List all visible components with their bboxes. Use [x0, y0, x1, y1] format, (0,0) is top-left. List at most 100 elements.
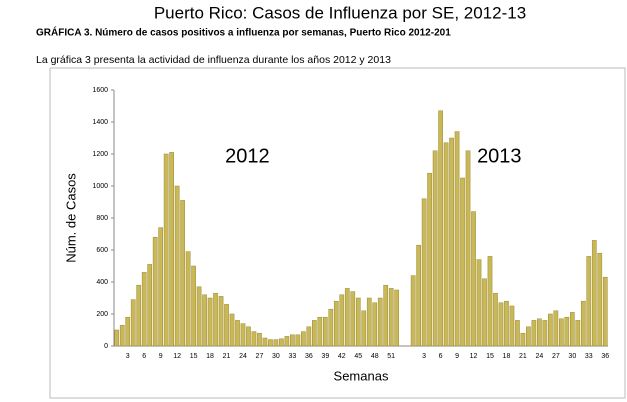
bar	[130, 299, 136, 347]
bar	[509, 305, 515, 347]
y-tick-label: 1200	[92, 151, 108, 158]
bar	[438, 110, 443, 347]
x-tick-label: 6	[439, 353, 443, 360]
bar	[158, 227, 163, 347]
bar	[586, 256, 592, 347]
x-tick-label: 3	[422, 353, 426, 360]
bar	[564, 316, 570, 347]
bar	[284, 336, 290, 347]
bar	[361, 310, 367, 347]
bar	[388, 288, 394, 347]
x-tick-label: 33	[288, 353, 296, 360]
y-tick-label: 1400	[92, 119, 108, 126]
bar	[591, 240, 597, 347]
bar	[191, 265, 196, 347]
bar	[290, 334, 295, 347]
figure-caption: GRÁFICA 3. Número de casos positivos a i…	[36, 26, 451, 39]
bar	[119, 324, 125, 347]
bar	[218, 296, 224, 347]
annotation: 2012	[225, 145, 270, 167]
x-tick-label: 36	[305, 353, 313, 360]
bar	[202, 294, 207, 347]
x-tick-label: 42	[338, 353, 346, 360]
bar	[449, 137, 454, 347]
bar	[602, 276, 608, 347]
y-tick-label: 1600	[92, 87, 108, 94]
bar	[262, 337, 268, 347]
x-tick-label: 9	[455, 353, 459, 360]
bar	[355, 297, 361, 347]
y-tick-label: 800	[96, 215, 108, 222]
x-tick-label: 39	[321, 353, 329, 360]
annotation: 2013	[477, 145, 522, 167]
x-tick-label: 3	[126, 353, 130, 360]
bar	[537, 318, 542, 347]
x-axis-title: Semanas	[334, 368, 389, 383]
x-tick-label: 15	[486, 353, 494, 360]
bar	[301, 331, 306, 347]
bar	[504, 300, 509, 347]
x-tick-label: 6	[142, 353, 146, 360]
bar	[421, 198, 427, 347]
x-tick-label: 30	[568, 353, 576, 360]
bar	[213, 292, 218, 347]
x-tick-label: 27	[256, 353, 264, 360]
description: La gráfica 3 presenta la actividad de in…	[36, 54, 391, 66]
bar	[465, 150, 471, 347]
x-tick-label: 48	[371, 353, 379, 360]
bar	[350, 291, 356, 347]
bar	[312, 320, 317, 347]
bar	[125, 316, 131, 347]
bar	[180, 200, 185, 347]
bar	[196, 286, 202, 347]
bar	[317, 316, 323, 347]
bar	[394, 289, 400, 347]
bar	[410, 275, 416, 347]
bar	[531, 320, 537, 347]
bar	[344, 288, 350, 347]
x-tick-label: 9	[159, 353, 163, 360]
bar	[185, 251, 191, 347]
bar	[383, 284, 389, 347]
bar	[114, 329, 120, 347]
bar	[169, 152, 174, 347]
bar	[163, 153, 169, 347]
bar	[569, 312, 575, 347]
bar	[224, 304, 229, 347]
y-tick-label: 400	[96, 279, 108, 286]
bar	[427, 172, 432, 347]
bar	[279, 338, 284, 347]
bar	[251, 331, 257, 347]
bar	[471, 211, 476, 347]
bar	[559, 318, 564, 347]
bar	[372, 302, 378, 347]
bar	[322, 316, 328, 347]
bar	[152, 236, 158, 347]
x-tick-label: 36	[601, 353, 609, 360]
x-tick-label: 12	[173, 353, 181, 360]
x-tick-label: 18	[206, 353, 214, 360]
bar	[246, 326, 251, 347]
bar	[273, 339, 279, 347]
x-tick-label: 21	[223, 353, 231, 360]
bar	[174, 185, 180, 347]
bar	[141, 272, 147, 347]
bar	[520, 332, 526, 347]
chart-frame	[49, 67, 626, 399]
bar	[487, 256, 493, 347]
page-title: Puerto Rico: Casos de Influenza por SE, …	[154, 3, 526, 22]
bar	[333, 300, 339, 347]
x-tick-label: 45	[354, 353, 362, 360]
x-tick-label: 12	[470, 353, 478, 360]
bar	[235, 320, 240, 347]
bar	[257, 332, 262, 347]
bar	[328, 308, 334, 347]
bar	[526, 326, 531, 347]
y-tick-label: 200	[96, 311, 108, 318]
y-tick-label: 1000	[92, 183, 108, 190]
bar	[443, 142, 449, 347]
bar	[147, 264, 153, 347]
bar	[229, 313, 235, 347]
bar	[432, 150, 438, 347]
